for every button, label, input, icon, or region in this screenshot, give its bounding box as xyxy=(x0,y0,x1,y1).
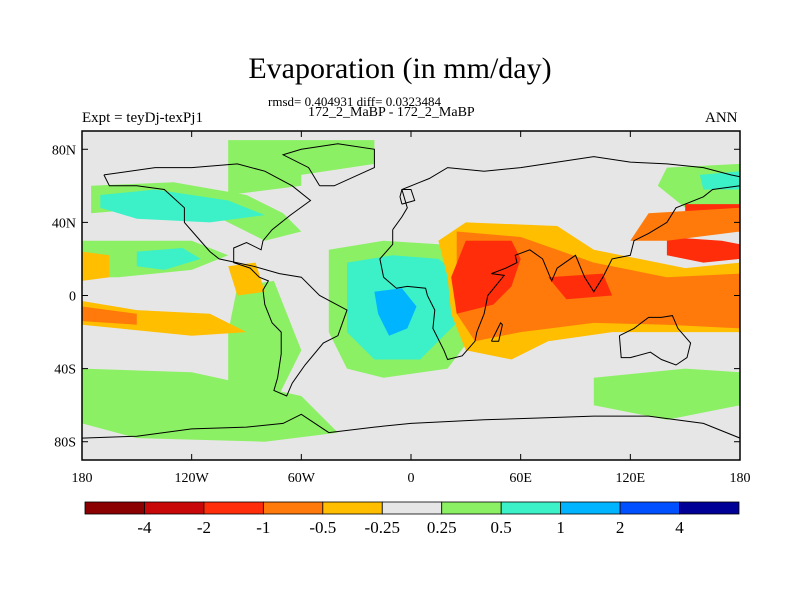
colorbar: -4 -2 -1 -0.5 -0.25 0.25 0.5 1 2 4 xyxy=(84,501,740,537)
colorbar-swatch-7 xyxy=(500,501,562,515)
colorbar-swatch-3 xyxy=(262,501,324,515)
continent-outlines xyxy=(82,143,740,439)
colorbar-label-8: 2 xyxy=(616,518,625,537)
colorbar-label-7: 1 xyxy=(556,518,565,537)
coastline-6 xyxy=(399,189,416,205)
field-region-12 xyxy=(699,171,740,190)
colorbar-swatch-10 xyxy=(679,501,740,515)
axis-ticks: 180 120W 60W 0 60E 120E 180 80N 40N 0 40S 80S xyxy=(52,131,751,486)
chart-title: Evaporation (in mm/day) xyxy=(248,52,552,85)
x-tick-label-6: 180 xyxy=(730,471,751,486)
coastline-1 xyxy=(379,156,740,361)
field-region-14 xyxy=(82,306,137,325)
coastline-3 xyxy=(281,143,375,187)
contour-field xyxy=(82,140,740,442)
coastline-0 xyxy=(103,163,348,397)
rmsd-diff-stats: rmsd= 0.404931 diff= 0.0323484 xyxy=(268,94,441,109)
field-region-4 xyxy=(136,248,201,270)
y-tick-label-0: 80N xyxy=(52,143,76,158)
field-region-0 xyxy=(228,140,375,195)
experiment-label: Expt = teyDj-texPj1 xyxy=(82,110,203,126)
colorbar-label-5: 0.25 xyxy=(427,518,457,537)
colorbar-label-2: -1 xyxy=(256,518,270,537)
field-region-16 xyxy=(228,262,265,296)
y-tick-label-1: 40N xyxy=(52,216,76,231)
x-tick-label-1: 120W xyxy=(175,471,210,486)
case-label: 172_2_MaBP - 172_2_MaBP xyxy=(308,105,475,120)
coastline-2 xyxy=(618,315,692,366)
x-tick-label-5: 120E xyxy=(616,471,646,486)
colorbar-swatch-1 xyxy=(144,501,205,515)
field-region-13 xyxy=(82,301,247,336)
colorbar-label-1: -2 xyxy=(197,518,211,537)
field-region-20 xyxy=(548,273,613,300)
x-tick-label-2: 60W xyxy=(288,471,316,486)
field-region-21 xyxy=(666,237,740,263)
colorbar-swatch-5 xyxy=(381,501,443,515)
x-tick-label-4: 60E xyxy=(509,471,532,486)
colorbar-label-9: 4 xyxy=(675,518,684,537)
colorbar-swatch-4 xyxy=(322,501,383,515)
season-label: ANN xyxy=(705,110,738,126)
colorbar-label-3: -0.5 xyxy=(309,518,336,537)
x-tick-label-0: 180 xyxy=(72,471,93,486)
colorbar-label-6: 0.5 xyxy=(491,518,512,537)
colorbar-label-4: -0.25 xyxy=(365,518,400,537)
coastline-4 xyxy=(82,413,740,439)
y-tick-label-4: 80S xyxy=(54,436,76,451)
colorbar-swatch-0 xyxy=(84,501,145,515)
colorbar-swatch-6 xyxy=(441,501,502,515)
field-region-9 xyxy=(82,368,338,442)
colorbar-swatch-9 xyxy=(619,501,680,515)
colorbar-swatch-8 xyxy=(560,501,621,515)
field-region-19 xyxy=(451,240,521,314)
field-region-15 xyxy=(82,251,110,281)
colorbar-label-0: -4 xyxy=(137,518,152,537)
field-region-23 xyxy=(630,207,740,241)
field-region-10 xyxy=(593,368,740,420)
y-tick-label-2: 0 xyxy=(69,290,76,305)
x-tick-label-3: 0 xyxy=(408,471,415,486)
coastline-5 xyxy=(490,322,503,342)
colorbar-swatch-2 xyxy=(203,501,264,515)
field-region-7 xyxy=(374,288,417,336)
y-tick-label-3: 40S xyxy=(54,363,76,378)
